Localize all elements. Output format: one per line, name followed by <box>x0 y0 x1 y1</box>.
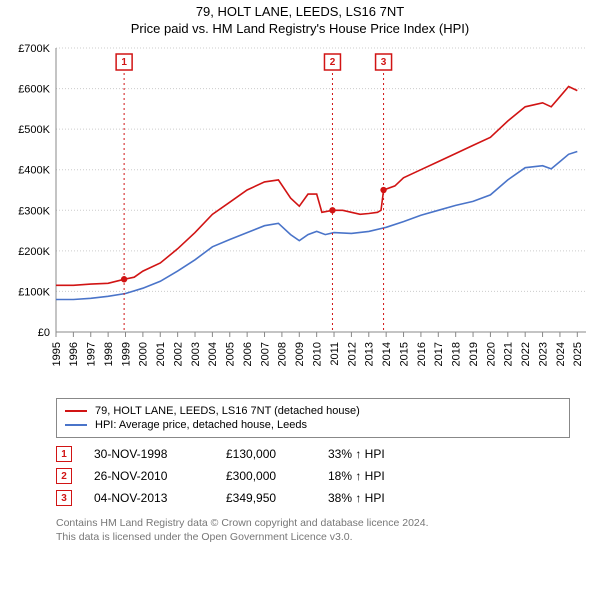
svg-text:2009: 2009 <box>294 342 306 366</box>
footnote-line: This data is licensed under the Open Gov… <box>56 530 570 544</box>
svg-text:2011: 2011 <box>329 342 341 366</box>
svg-text:2006: 2006 <box>242 342 254 366</box>
svg-text:2012: 2012 <box>346 342 358 366</box>
sale-marker-icon: 2 <box>56 468 72 484</box>
svg-text:£100K: £100K <box>18 286 50 298</box>
sale-pct: 38% ↑ HPI <box>328 491 385 505</box>
sale-price: £300,000 <box>226 469 306 483</box>
svg-text:2014: 2014 <box>381 342 393 366</box>
sale-pct: 33% ↑ HPI <box>328 447 385 461</box>
svg-text:2019: 2019 <box>468 342 480 366</box>
footnote: Contains HM Land Registry data © Crown c… <box>56 516 570 544</box>
svg-text:2025: 2025 <box>572 342 584 366</box>
sales-table: 1 30-NOV-1998 £130,000 33% ↑ HPI 2 26-NO… <box>56 446 570 506</box>
legend-label: HPI: Average price, detached house, Leed… <box>95 419 307 431</box>
svg-text:2007: 2007 <box>259 342 271 366</box>
sale-marker-icon: 1 <box>56 446 72 462</box>
sale-price: £130,000 <box>226 447 306 461</box>
svg-text:£0: £0 <box>38 327 50 339</box>
svg-text:2005: 2005 <box>225 342 237 366</box>
svg-text:£700K: £700K <box>18 43 50 55</box>
svg-text:2015: 2015 <box>398 342 410 366</box>
legend-row: HPI: Average price, detached house, Leed… <box>65 419 561 431</box>
svg-text:2024: 2024 <box>555 342 567 366</box>
svg-text:£500K: £500K <box>18 124 50 136</box>
chart-titles: 79, HOLT LANE, LEEDS, LS16 7NT Price pai… <box>0 0 600 36</box>
svg-text:2010: 2010 <box>312 342 324 366</box>
sale-row: 3 04-NOV-2013 £349,950 38% ↑ HPI <box>56 490 570 506</box>
title-subtitle: Price paid vs. HM Land Registry's House … <box>0 21 600 36</box>
svg-text:1996: 1996 <box>68 342 80 366</box>
sale-row: 2 26-NOV-2010 £300,000 18% ↑ HPI <box>56 468 570 484</box>
legend-swatch <box>65 424 87 426</box>
svg-text:2002: 2002 <box>172 342 184 366</box>
svg-text:2000: 2000 <box>138 342 150 366</box>
plot-area: £0 £100K £200K £300K £400K £500K £600K £700K 199… <box>0 42 600 392</box>
title-address: 79, HOLT LANE, LEEDS, LS16 7NT <box>0 4 600 19</box>
sale-date: 04-NOV-2013 <box>94 491 204 505</box>
legend-swatch <box>65 410 87 412</box>
svg-text:1999: 1999 <box>120 342 132 366</box>
sale-row: 1 30-NOV-1998 £130,000 33% ↑ HPI <box>56 446 570 462</box>
svg-text:2003: 2003 <box>190 342 202 366</box>
svg-text:2022: 2022 <box>520 342 532 366</box>
svg-text:3: 3 <box>381 57 387 68</box>
legend-label: 79, HOLT LANE, LEEDS, LS16 7NT (detached… <box>95 405 360 417</box>
svg-text:1: 1 <box>121 57 127 68</box>
svg-text:2001: 2001 <box>155 342 167 366</box>
svg-text:1995: 1995 <box>51 342 63 366</box>
svg-text:2018: 2018 <box>451 342 463 366</box>
svg-text:2016: 2016 <box>416 342 428 366</box>
chart-container: 79, HOLT LANE, LEEDS, LS16 7NT Price pai… <box>0 0 600 544</box>
svg-text:2008: 2008 <box>277 342 289 366</box>
svg-text:£300K: £300K <box>18 205 50 217</box>
svg-text:2004: 2004 <box>207 342 219 366</box>
svg-text:2017: 2017 <box>433 342 445 366</box>
legend-row: 79, HOLT LANE, LEEDS, LS16 7NT (detached… <box>65 405 561 417</box>
svg-text:2013: 2013 <box>364 342 376 366</box>
svg-text:2021: 2021 <box>503 342 515 366</box>
svg-text:£200K: £200K <box>18 246 50 258</box>
svg-text:1998: 1998 <box>103 342 115 366</box>
sale-date: 30-NOV-1998 <box>94 447 204 461</box>
sale-pct: 18% ↑ HPI <box>328 469 385 483</box>
sale-marker-icon: 3 <box>56 490 72 506</box>
svg-text:2020: 2020 <box>485 342 497 366</box>
sale-date: 26-NOV-2010 <box>94 469 204 483</box>
footnote-line: Contains HM Land Registry data © Crown c… <box>56 516 570 530</box>
sale-price: £349,950 <box>226 491 306 505</box>
svg-text:2: 2 <box>330 57 336 68</box>
chart-svg: £0 £100K £200K £300K £400K £500K £600K £700K 199… <box>0 42 600 392</box>
svg-text:£600K: £600K <box>18 84 50 96</box>
svg-text:£400K: £400K <box>18 165 50 177</box>
svg-text:2023: 2023 <box>537 342 549 366</box>
svg-text:1997: 1997 <box>86 342 98 366</box>
legend: 79, HOLT LANE, LEEDS, LS16 7NT (detached… <box>56 398 570 438</box>
